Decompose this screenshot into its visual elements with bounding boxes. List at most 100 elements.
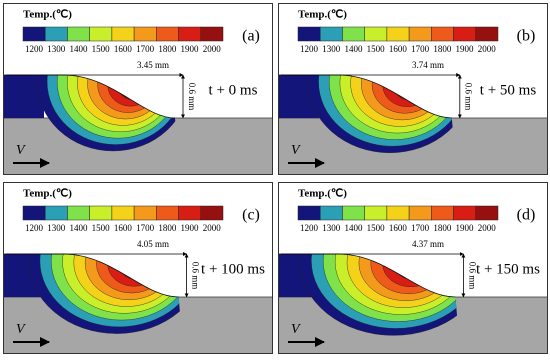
legend-tick: 1200 — [25, 44, 44, 54]
legend-swatch — [386, 26, 410, 42]
legend-swatch — [22, 26, 46, 42]
legend-tick: 1900 — [456, 223, 475, 233]
legend-tick: 1400 — [69, 223, 88, 233]
legend-swatch — [297, 26, 321, 42]
legend-tick: 1500 — [92, 44, 111, 54]
legend-swatch — [67, 205, 90, 221]
panel: Temp.(℃) 1200 1300 1400 1500 1600 1700 1800 1900… — [278, 182, 548, 354]
legend-tick: 1500 — [92, 223, 111, 233]
legend-tick: 1600 — [389, 223, 408, 233]
legend-swatch — [364, 26, 388, 42]
legend-swatch — [133, 26, 157, 42]
legend-swatch — [431, 26, 454, 42]
legend-tick: 1600 — [389, 44, 408, 54]
legend-swatch — [475, 205, 499, 221]
legend-swatch — [22, 205, 46, 221]
legend-swatch — [408, 205, 432, 221]
depth-label: 0.6 mm — [187, 83, 197, 111]
legend-swatch — [342, 205, 365, 221]
legend-tick: 1700 — [411, 44, 430, 54]
legend-tick: 2000 — [478, 223, 497, 233]
legend-swatch — [319, 205, 343, 221]
legend-tick: 1600 — [114, 223, 133, 233]
surface — [279, 74, 452, 119]
legend-swatch — [89, 205, 113, 221]
legend-tick: 2000 — [203, 223, 222, 233]
legend-tick: 1300 — [322, 223, 341, 233]
legend-tick: 1500 — [367, 223, 386, 233]
legend-tick: 1400 — [344, 223, 363, 233]
legend-swatch — [297, 205, 321, 221]
legend-swatch — [44, 205, 68, 221]
panel-label: (b) — [517, 28, 536, 45]
legend-title: Temp.(℃) — [298, 9, 347, 21]
velocity-label: V — [16, 143, 26, 158]
legend-tick: 1300 — [47, 223, 66, 233]
panel: Temp.(℃) 1200 1300 1400 1500 1600 1700 1800 1900… — [3, 3, 273, 175]
depth-label: 0.6 mm — [191, 262, 201, 290]
depth-label: 0.6 mm — [464, 83, 474, 111]
length-label: 4.05 mm — [137, 239, 169, 249]
length-label: 3.74 mm — [412, 60, 444, 70]
time-label: t + 0 ms — [209, 82, 258, 98]
legend-swatch — [200, 205, 224, 221]
length-label: 3.45 mm — [137, 60, 169, 70]
legend-swatch — [178, 205, 202, 221]
legend-swatch — [364, 205, 388, 221]
legend-swatch — [111, 205, 135, 221]
legend-tick: 1300 — [47, 44, 66, 54]
panel-label: (d) — [517, 207, 536, 224]
depth-label: 0.6 mm — [467, 262, 477, 290]
legend-title: Temp.(℃) — [23, 188, 72, 200]
legend-tick: 1800 — [433, 44, 452, 54]
legend-swatch — [156, 26, 179, 42]
legend-tick: 1500 — [367, 44, 386, 54]
legend-swatch — [67, 26, 90, 42]
legend-tick: 1800 — [433, 223, 452, 233]
legend-tick: 1700 — [136, 223, 155, 233]
legend-swatch — [111, 26, 135, 42]
legend-tick: 1200 — [25, 223, 44, 233]
legend-swatch — [319, 26, 343, 42]
legend-title: Temp.(℃) — [23, 9, 72, 21]
panel: Temp.(℃) 1200 1300 1400 1500 1600 1700 1800 1900… — [278, 3, 548, 175]
legend-tick: 1800 — [158, 44, 177, 54]
panel: Temp.(℃) 1200 1300 1400 1500 1600 1700 1800 1900… — [3, 182, 273, 354]
legend-tick: 2000 — [478, 44, 497, 54]
surface — [4, 253, 179, 298]
time-label: t + 150 ms — [476, 261, 540, 277]
surface — [279, 253, 456, 298]
legend-swatch — [156, 205, 179, 221]
legend-tick: 1800 — [158, 223, 177, 233]
legend-tick: 2000 — [203, 44, 222, 54]
legend-swatch — [475, 26, 499, 42]
legend-tick: 1200 — [300, 44, 319, 54]
legend-swatch — [342, 26, 365, 42]
legend-swatch — [178, 26, 202, 42]
panel-label: (c) — [242, 207, 260, 224]
legend-swatch — [386, 205, 410, 221]
legend-tick: 1400 — [344, 44, 363, 54]
legend-swatch — [44, 26, 68, 42]
legend-tick: 1700 — [136, 44, 155, 54]
legend-tick: 1700 — [411, 223, 430, 233]
legend-swatch — [431, 205, 454, 221]
time-label: t + 100 ms — [201, 261, 265, 277]
legend-title: Temp.(℃) — [298, 188, 347, 200]
legend-swatch — [200, 26, 224, 42]
legend-swatch — [408, 26, 432, 42]
legend-tick: 1900 — [181, 223, 200, 233]
legend-swatch — [453, 205, 477, 221]
legend-swatch — [89, 26, 113, 42]
legend-tick: 1400 — [69, 44, 88, 54]
legend-tick: 1900 — [181, 44, 200, 54]
legend-tick: 1200 — [300, 223, 319, 233]
panel-label: (a) — [242, 28, 260, 45]
legend-tick: 1300 — [322, 44, 341, 54]
time-label: t + 50 ms — [480, 82, 537, 98]
length-label: 4.37 mm — [412, 239, 444, 249]
legend-swatch — [453, 26, 477, 42]
velocity-label: V — [16, 322, 26, 337]
velocity-label: V — [291, 322, 301, 337]
